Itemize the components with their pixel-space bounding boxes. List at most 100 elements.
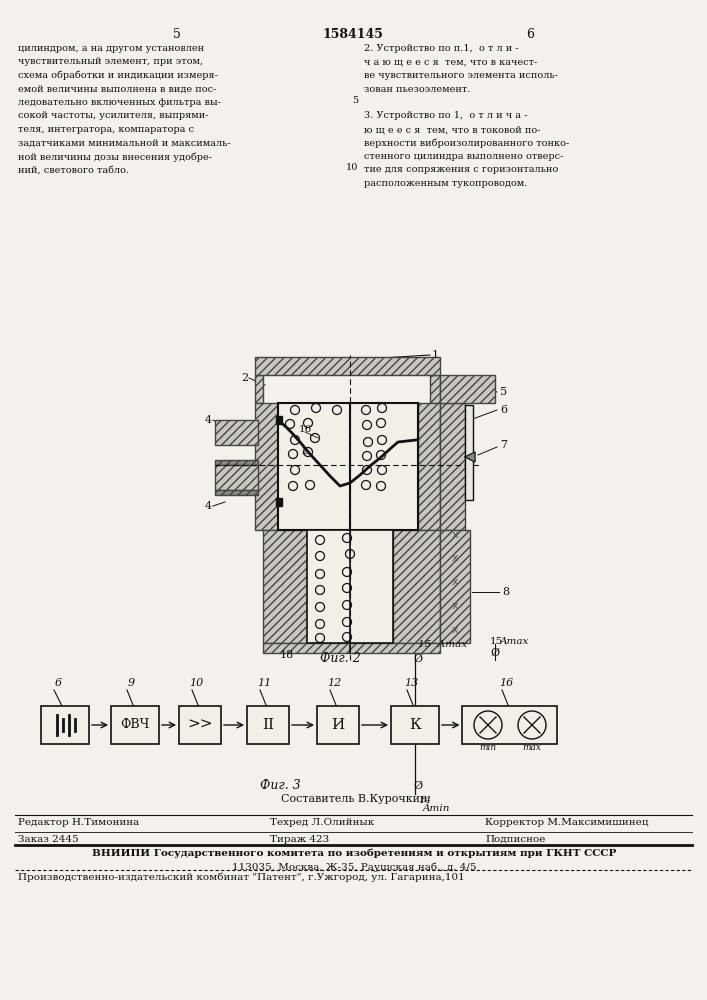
Bar [215,465,258,490]
Text: Ø: Ø [490,648,499,658]
Text: 13: 13 [404,678,418,688]
Text: Amax: Amax [500,638,530,647]
Text: min: min [479,743,496,752]
Text: 6: 6 [526,28,534,41]
Text: Тираж 423: Тираж 423 [270,835,329,844]
Text: 7: 7 [500,440,507,450]
Text: Amin: Amin [423,804,450,813]
Text: 5: 5 [500,387,507,397]
Text: 1584145: 1584145 [322,28,383,41]
Text: x: x [452,530,458,540]
Text: ВНИИПИ Государственного комитета по изобретениям и открытиям при ГКНТ СССР: ВНИИПИ Государственного комитета по изоб… [92,848,617,857]
Bar [462,706,558,744]
Text: x: x [452,577,458,587]
Bar [430,375,440,403]
Text: 10: 10 [189,678,203,688]
Bar [215,460,258,465]
Text: И: И [332,718,344,732]
Bar [278,403,418,530]
Bar [440,375,495,403]
Text: задатчиками минимальной и максималь-: задатчиками минимальной и максималь- [18,138,230,147]
Text: max: max [522,743,542,752]
Bar [111,706,159,744]
Bar [276,498,282,506]
Bar [255,403,278,530]
Bar [41,706,89,744]
Text: 15: 15 [490,638,503,647]
Text: К: К [409,718,421,732]
Text: 6: 6 [500,405,507,415]
Text: 5: 5 [173,28,181,41]
Polygon shape [465,452,475,462]
Bar [179,706,221,744]
Text: Ø: Ø [413,781,422,791]
Text: 5: 5 [352,96,358,105]
Bar [263,643,440,653]
Bar [307,530,393,643]
Text: расположенным тукопроводом.: расположенным тукопроводом. [364,179,527,188]
Text: ю щ е е с я  тем, что в токовой по-: ю щ е е с я тем, что в токовой по- [364,125,540,134]
Text: Фиг. 2: Фиг. 2 [320,652,361,665]
Text: 2. Устройство по п.1,  о т л и -: 2. Устройство по п.1, о т л и - [364,44,519,53]
Text: 2: 2 [302,448,308,456]
Text: 1: 1 [432,350,439,360]
Bar [255,357,440,375]
Text: Заказ 2445: Заказ 2445 [18,835,78,844]
Bar [418,403,440,530]
Text: >>: >> [187,718,213,732]
Bar [465,405,473,500]
Text: x: x [452,553,458,563]
Text: 8: 8 [502,587,509,597]
Text: Фиг. 3: Фиг. 3 [259,779,300,792]
Bar [440,530,470,643]
Text: ледовательно включенных фильтра вы-: ледовательно включенных фильтра вы- [18,98,221,107]
Text: Подписное: Подписное [485,835,545,844]
Text: 15  Amax: 15 Amax [418,640,467,649]
Text: 113035, Москва, Ж-35, Раушская наб., д. 4/5: 113035, Москва, Ж-35, Раушская наб., д. … [232,862,477,871]
Text: Производственно-издательский комбинат "Патент", г.Ужгород, ул. Гагарина,101: Производственно-издательский комбинат "П… [18,873,464,882]
Bar [276,416,282,424]
Text: тие для сопряжения с горизонтально: тие для сопряжения с горизонтально [364,165,559,174]
Text: ной величины дозы внесения удобре-: ной величины дозы внесения удобре- [18,152,212,161]
Text: верхности виброизолированного тонко-: верхности виброизолированного тонко- [364,138,569,148]
Bar [215,420,258,445]
Text: 4: 4 [205,501,212,511]
Text: схема обработки и индикации измеря-: схема обработки и индикации измеря- [18,71,218,81]
Text: x: x [452,625,458,635]
Bar [393,530,440,643]
Bar [440,403,465,530]
Text: 16: 16 [499,678,513,688]
Text: сокой частоты, усилителя, выпрями-: сокой частоты, усилителя, выпрями- [18,111,209,120]
Text: емой величины выполнена в виде пос-: емой величины выполнена в виде пос- [18,85,216,94]
Text: 14: 14 [418,796,431,805]
Text: 18: 18 [280,650,294,660]
Bar [215,490,258,495]
Bar [391,706,439,744]
Text: ФВЧ: ФВЧ [120,718,150,732]
Text: зован пьезоэлемент.: зован пьезоэлемент. [364,85,470,94]
Text: ве чувствительного элемента исполь-: ве чувствительного элемента исполь- [364,71,558,80]
Text: 2: 2 [241,373,248,383]
Text: Техред Л.Олийнык: Техред Л.Олийнык [270,818,374,827]
Text: 6: 6 [54,678,62,688]
Text: стенного цилиндра выполнено отверс-: стенного цилиндра выполнено отверс- [364,152,563,161]
Text: 12: 12 [327,678,341,688]
Bar [263,530,307,643]
Text: 11: 11 [257,678,271,688]
Text: Ø: Ø [413,654,422,664]
Bar [247,706,289,744]
Text: ч а ю щ е е с я  тем, что в качест-: ч а ю щ е е с я тем, что в качест- [364,57,537,66]
Bar [317,706,359,744]
Text: Составитель В.Курочкин: Составитель В.Курочкин [281,794,427,804]
Text: Редактор Н.Тимонина: Редактор Н.Тимонина [18,818,139,827]
Text: Корректор М.Максимишинец: Корректор М.Максимишинец [485,818,648,827]
Text: теля, интегратора, компаратора с: теля, интегратора, компаратора с [18,125,194,134]
Text: x: x [452,601,458,611]
Text: 3. Устройство по 1,  о т л и ч а -: 3. Устройство по 1, о т л и ч а - [364,111,527,120]
Text: 16: 16 [298,424,312,434]
Text: 9: 9 [127,678,134,688]
Text: ΙΙ: ΙΙ [262,718,274,732]
Bar [255,375,263,403]
Text: 4: 4 [205,415,212,425]
Text: цилиндром, а на другом установлен: цилиндром, а на другом установлен [18,44,204,53]
